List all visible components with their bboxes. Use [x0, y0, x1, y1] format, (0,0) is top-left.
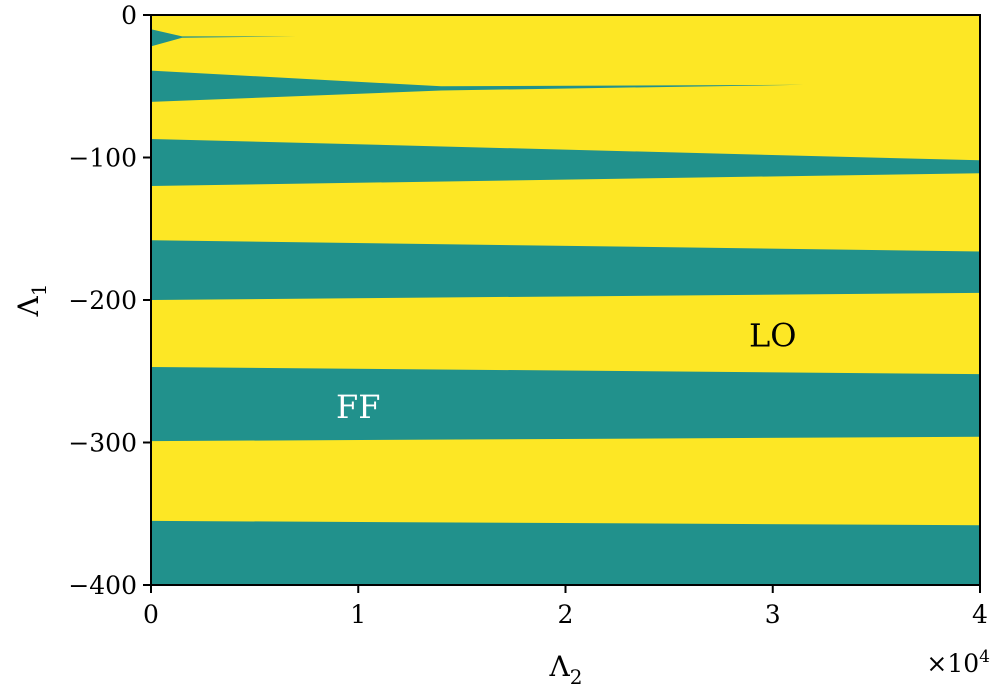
ff-regions: [151, 29, 980, 585]
x-tick-label: 1: [350, 600, 366, 629]
x-tick-label: 0: [143, 600, 159, 629]
x-tick-label: 3: [765, 600, 781, 629]
y-axis: 0 −100 −200 −300 −400: [68, 1, 151, 600]
ff-band-2: [151, 70, 804, 102]
region-annotations: LO FF: [336, 317, 796, 426]
ff-band-5: [151, 367, 980, 442]
region-label-ff: FF: [336, 388, 380, 426]
y-tick-label: 0: [121, 1, 137, 30]
x-tick-label: 4: [972, 600, 988, 629]
y-tick-label: −300: [68, 429, 137, 458]
plot-area: [151, 15, 980, 585]
ff-band-6: [151, 520, 980, 585]
x-axis: 0 1 2 3 4: [143, 585, 988, 629]
x-axis-label: Λ2: [549, 650, 583, 689]
y-tick-label: −200: [68, 286, 137, 315]
lo-region-background: [151, 15, 980, 585]
y-tick-label: −400: [68, 571, 137, 600]
x-axis-offset-text: ×104: [926, 647, 990, 678]
region-label-lo: LO: [749, 317, 796, 355]
ff-band-1: [151, 29, 297, 47]
y-axis-label: Λ1: [12, 284, 51, 318]
ff-band-4: [151, 240, 980, 300]
y-tick-label: −100: [68, 144, 137, 173]
x-tick-label: 2: [558, 600, 574, 629]
ff-band-3: [151, 139, 980, 186]
